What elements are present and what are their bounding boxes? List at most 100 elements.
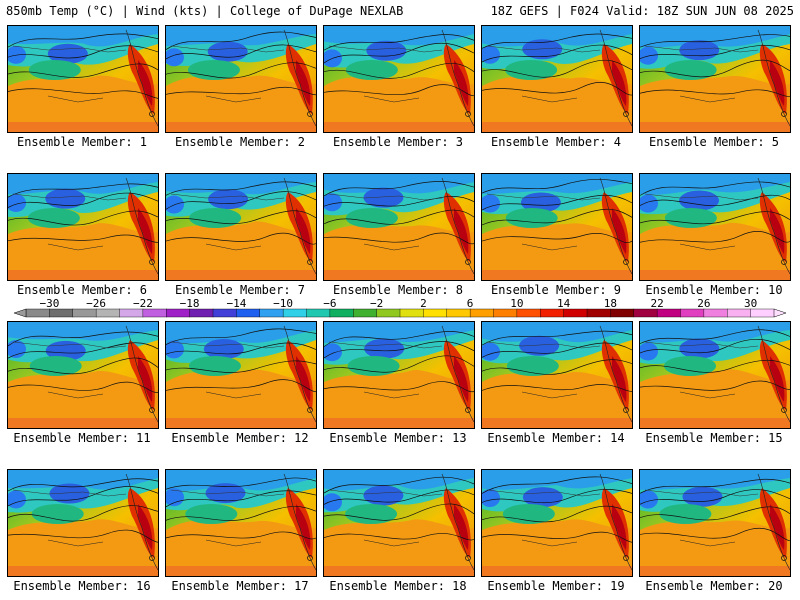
colorbar-swatch — [353, 308, 378, 318]
ensemble-member-map — [481, 173, 633, 281]
border-line — [170, 341, 285, 349]
state-line — [521, 391, 578, 399]
colorbar-swatch — [212, 308, 237, 318]
ensemble-member-map — [7, 25, 159, 133]
ensemble-member-map — [7, 469, 159, 577]
colorbar-swatch — [610, 308, 635, 318]
height-contour — [482, 208, 632, 226]
state-line — [47, 243, 104, 251]
coastline — [757, 177, 790, 275]
state-line — [679, 95, 736, 103]
green-tongue — [345, 60, 398, 80]
south-band — [8, 122, 158, 132]
height-contour — [324, 533, 474, 541]
cold-pocket-west — [640, 194, 658, 213]
orange-band — [8, 519, 158, 576]
south-band — [324, 270, 474, 280]
ensemble-member-map — [323, 25, 475, 133]
green-tongue — [347, 356, 400, 376]
border-line — [486, 45, 601, 53]
green-tongue — [345, 208, 398, 228]
state-line — [205, 243, 262, 251]
coastline — [441, 325, 474, 423]
map-title: 850mb Temp (°C) | Wind (kts) | College o… — [6, 4, 404, 18]
colorbar-swatch — [446, 308, 471, 318]
green-tongue — [505, 60, 558, 80]
ensemble-member-label: Ensemble Member: 7 — [174, 283, 306, 297]
height-contour — [8, 88, 158, 99]
green-tongue — [505, 208, 558, 228]
ensemble-member-map — [323, 173, 475, 281]
closed-low-marker — [149, 259, 155, 265]
height-contour — [640, 194, 790, 207]
state-line — [205, 95, 262, 103]
cold-core — [679, 338, 720, 359]
colorbar-swatch — [49, 308, 74, 318]
height-contour — [8, 234, 158, 243]
closed-low-marker — [465, 555, 471, 561]
state-line — [47, 539, 104, 547]
ensemble-member-label: Ensemble Member: 12 — [171, 431, 309, 445]
height-contour — [166, 44, 316, 60]
closed-low-marker — [149, 111, 155, 117]
colorbar-swatch — [633, 308, 658, 318]
coastline — [599, 29, 632, 127]
coastline — [441, 473, 474, 571]
colorbar-tick-label: 18 — [604, 297, 617, 310]
temperature-colorbar: −30−26−22−18−14−10−6−2261014182226303438… — [12, 297, 788, 319]
height-contour — [166, 210, 316, 225]
hot-core — [770, 208, 785, 254]
cold-core — [207, 41, 248, 62]
ensemble-member-label: Ensemble Member: 9 — [490, 283, 622, 297]
height-contour — [324, 84, 474, 97]
height-contour — [166, 360, 316, 373]
border-line — [328, 45, 443, 53]
state-line — [363, 539, 420, 547]
height-contour — [8, 33, 158, 48]
orange-band — [482, 519, 632, 576]
temperature-field-map — [482, 322, 632, 428]
model-run-info: 18Z GEFS | F024 Valid: 18Z SUN JUN 08 20… — [490, 4, 794, 18]
closed-low-marker — [465, 111, 471, 117]
south-band — [8, 270, 158, 280]
closed-low-marker — [465, 259, 471, 265]
cold-pocket-west — [640, 342, 658, 361]
hot-core — [770, 356, 785, 402]
cold-core — [363, 187, 404, 208]
hot-core — [454, 60, 469, 106]
height-contour — [166, 477, 316, 490]
ensemble-member-label: Ensemble Member: 8 — [332, 283, 464, 297]
height-contour — [482, 505, 632, 523]
orange-band — [640, 369, 790, 428]
ensemble-member-label: Ensemble Member: 5 — [648, 135, 780, 149]
temperature-field-map — [166, 470, 316, 576]
orange-band — [8, 75, 158, 132]
green-tongue — [659, 504, 712, 524]
green-tongue — [188, 356, 241, 376]
south-band — [640, 270, 790, 280]
height-contour — [166, 232, 316, 245]
ensemble-member-label: Ensemble Member: 3 — [332, 135, 464, 149]
cold-core — [364, 338, 405, 359]
colorbar-tick-label: 22 — [650, 297, 663, 310]
border-line — [328, 489, 443, 497]
colorbar-swatch — [376, 308, 401, 318]
border-line — [644, 45, 759, 53]
cold-pocket-west — [482, 45, 500, 64]
border-line — [170, 45, 285, 53]
cool-band-blue — [482, 174, 632, 194]
height-contour — [8, 486, 158, 507]
ensemble-member-label: Ensemble Member: 14 — [487, 431, 625, 445]
cold-pocket-west — [324, 343, 342, 362]
border-line — [644, 489, 759, 497]
state-line — [679, 539, 736, 547]
ensemble-member-map — [639, 469, 791, 577]
height-contour — [166, 531, 316, 540]
border-line — [328, 193, 443, 201]
ensemble-member-map — [323, 469, 475, 577]
colorbar-swatch — [703, 308, 728, 318]
colorbar-tick-label: 26 — [697, 297, 710, 310]
border-line — [644, 341, 759, 349]
hot-core — [138, 356, 153, 402]
cold-core — [45, 188, 86, 209]
